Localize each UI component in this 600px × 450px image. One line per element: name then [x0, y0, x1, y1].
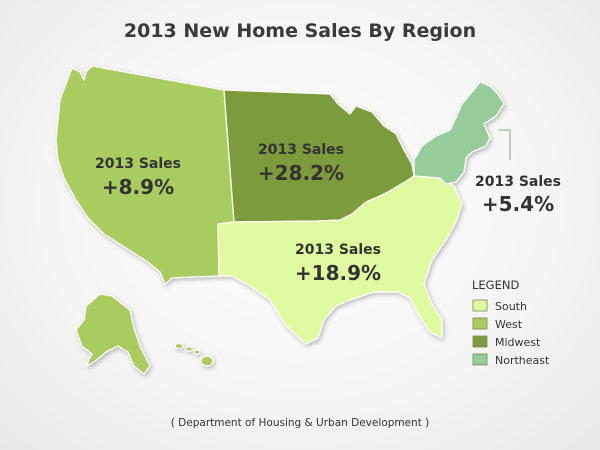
label-south-value: +18.9%: [295, 261, 381, 285]
legend-swatch-south: [472, 299, 488, 312]
legend-label-midwest: Midwest: [495, 336, 541, 349]
label-midwest: 2013 Sales +28.2%: [258, 142, 344, 185]
label-south: 2013 Sales +18.9%: [295, 242, 381, 285]
label-west-value: +8.9%: [102, 175, 174, 199]
label-west: 2013 Sales +8.9%: [95, 156, 181, 199]
region-northeast: [413, 81, 505, 185]
label-northeast-caption: 2013 Sales: [475, 174, 561, 190]
region-hawaii-1: [174, 342, 184, 350]
region-hawaii-3: [193, 349, 201, 355]
label-midwest-caption: 2013 Sales: [258, 142, 344, 158]
source-note: ( Department of Housing & Urban Developm…: [171, 417, 430, 429]
legend-title: LEGEND: [472, 278, 519, 292]
legend-swatch-northeast: [472, 353, 488, 366]
region-alaska: [75, 293, 151, 375]
region-hawaii-4: [200, 355, 214, 367]
legend-label-south: South: [495, 300, 527, 313]
region-south: [217, 175, 463, 345]
label-west-caption: 2013 Sales: [95, 156, 181, 172]
label-south-caption: 2013 Sales: [295, 242, 381, 258]
legend-label-west: West: [495, 318, 523, 331]
label-northeast: 2013 Sales +5.4%: [475, 174, 561, 216]
map-title: 2013 New Home Sales By Region: [124, 20, 476, 42]
legend: LEGEND South West Midwest Northeast: [472, 278, 550, 367]
legend-label-northeast: Northeast: [495, 354, 550, 367]
legend-swatch-west: [472, 317, 488, 330]
legend-swatch-midwest: [472, 335, 488, 348]
label-midwest-value: +28.2%: [258, 161, 344, 185]
region-west: [55, 65, 235, 285]
northeast-leader-line: [498, 129, 511, 160]
us-map-regions: [55, 65, 505, 375]
label-northeast-value: +5.4%: [482, 192, 554, 216]
region-hawaii-2: [184, 346, 194, 352]
